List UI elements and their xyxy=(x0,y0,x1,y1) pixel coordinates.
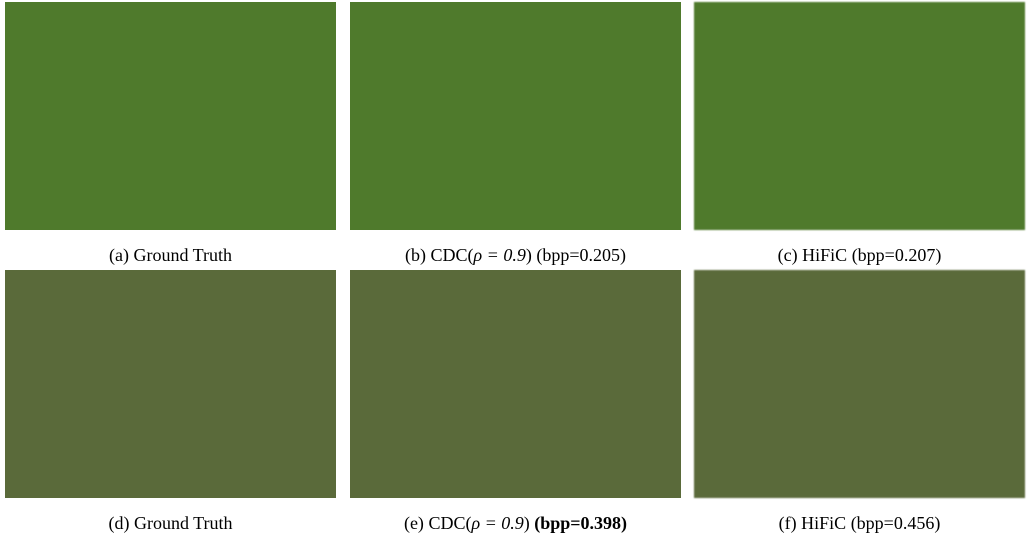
caption: (f) HiFiC (bpp=0.456) xyxy=(694,513,1025,534)
caption-label: (e) xyxy=(404,513,424,533)
figure: (a) Ground Truth (b) CDC(ρ = 0.9) (bpp=0… xyxy=(0,0,1028,537)
caption-text: ) xyxy=(526,245,532,265)
caption-text: CDC( xyxy=(431,245,474,265)
caption-text: HiFiC xyxy=(802,245,847,265)
caption-math: ρ = 0.9 xyxy=(471,513,523,533)
image xyxy=(350,270,681,498)
caption-label: (b) xyxy=(405,245,426,265)
caption-text: ) xyxy=(524,513,530,533)
caption-bpp: (bpp=0.207) xyxy=(852,245,942,265)
caption-math: ρ = 0.9 xyxy=(474,245,526,265)
caption-label: (c) xyxy=(778,245,798,265)
caption-text: Ground Truth xyxy=(134,513,233,533)
caption-bpp: (bpp=0.205) xyxy=(536,245,626,265)
caption: (b) CDC(ρ = 0.9) (bpp=0.205) xyxy=(350,245,681,266)
caption-label: (d) xyxy=(108,513,129,533)
caption-label: (f) xyxy=(779,513,797,533)
caption-text: Ground Truth xyxy=(133,245,232,265)
caption: (e) CDC(ρ = 0.9) (bpp=0.398) xyxy=(350,513,681,534)
panel: (a) Ground Truth xyxy=(5,2,336,266)
caption-text: HiFiC xyxy=(801,513,846,533)
caption: (c) HiFiC (bpp=0.207) xyxy=(694,245,1025,266)
caption: (d) Ground Truth xyxy=(5,513,336,534)
caption-text: CDC( xyxy=(428,513,471,533)
caption-label: (a) xyxy=(109,245,129,265)
image xyxy=(350,2,681,230)
panel: (b) CDC(ρ = 0.9) (bpp=0.205) xyxy=(350,2,681,266)
panel: (e) CDC(ρ = 0.9) (bpp=0.398) xyxy=(350,270,681,534)
panel: (d) Ground Truth xyxy=(5,270,336,534)
caption-bpp: (bpp=0.398) xyxy=(534,513,627,533)
image xyxy=(694,2,1025,230)
caption-bpp: (bpp=0.456) xyxy=(851,513,941,533)
image xyxy=(5,2,336,230)
panel: (c) HiFiC (bpp=0.207) xyxy=(694,2,1025,266)
image xyxy=(5,270,336,498)
panel: (f) HiFiC (bpp=0.456) xyxy=(694,270,1025,534)
image xyxy=(694,270,1025,498)
caption: (a) Ground Truth xyxy=(5,245,336,266)
